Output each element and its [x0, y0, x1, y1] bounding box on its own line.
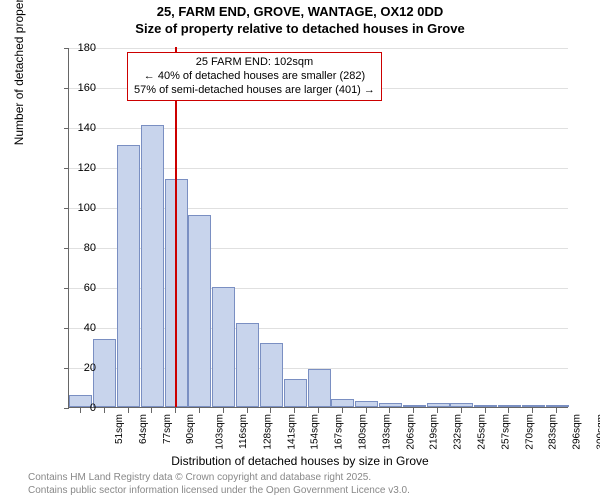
xtick-mark	[294, 408, 295, 413]
xtick-mark	[485, 408, 486, 413]
xtick-label: 309sqm	[596, 414, 600, 450]
ytick-label: 80	[66, 242, 96, 254]
ytick-label: 20	[66, 362, 96, 374]
ytick-label: 120	[66, 162, 96, 174]
chart-title-block: 25, FARM END, GROVE, WANTAGE, OX12 0DD S…	[0, 4, 600, 36]
histogram-bar	[522, 405, 545, 407]
footer-line1: Contains HM Land Registry data © Crown c…	[28, 472, 410, 485]
xtick-mark	[389, 408, 390, 413]
xtick-label: 154sqm	[310, 414, 321, 450]
xtick-label: 270sqm	[524, 414, 535, 450]
xtick-mark	[461, 408, 462, 413]
annotation-box: 25 FARM END: 102sqm← 40% of detached hou…	[127, 52, 382, 101]
xtick-label: 219sqm	[429, 414, 440, 450]
gridline	[69, 48, 568, 49]
xtick-mark	[508, 408, 509, 413]
ytick-label: 60	[66, 282, 96, 294]
histogram-bar	[498, 405, 521, 407]
histogram-bar	[236, 323, 259, 407]
xtick-mark	[175, 408, 176, 413]
xtick-mark	[437, 408, 438, 413]
xtick-label: 128sqm	[262, 414, 273, 450]
xtick-mark	[556, 408, 557, 413]
xtick-label: 141sqm	[286, 414, 297, 450]
ytick-label: 180	[66, 42, 96, 54]
xtick-mark	[247, 408, 248, 413]
xtick-label: 90sqm	[185, 414, 196, 444]
xtick-label: 64sqm	[138, 414, 149, 444]
y-axis-label: Number of detached properties	[12, 0, 26, 145]
xtick-mark	[151, 408, 152, 413]
histogram-bar	[212, 287, 235, 407]
histogram-chart: 25, FARM END, GROVE, WANTAGE, OX12 0DD S…	[0, 0, 600, 500]
xtick-mark	[80, 408, 81, 413]
xtick-mark	[199, 408, 200, 413]
xtick-mark	[318, 408, 319, 413]
histogram-bar	[93, 339, 116, 407]
xtick-mark	[270, 408, 271, 413]
xtick-mark	[104, 408, 105, 413]
histogram-bar	[141, 125, 164, 407]
xtick-label: 167sqm	[334, 414, 345, 450]
histogram-bar	[379, 403, 402, 407]
ytick-label: 0	[66, 402, 96, 414]
xtick-label: 103sqm	[215, 414, 226, 450]
chart-footer: Contains HM Land Registry data © Crown c…	[28, 472, 410, 497]
histogram-bar	[331, 399, 354, 407]
plot-area: 25 FARM END: 102sqm← 40% of detached hou…	[68, 48, 568, 408]
footer-line2: Contains public sector information licen…	[28, 485, 410, 498]
histogram-bar	[474, 405, 497, 407]
histogram-bar	[546, 405, 569, 407]
annotation-line2: ← 40% of detached houses are smaller (28…	[134, 70, 375, 84]
x-axis-label: Distribution of detached houses by size …	[0, 454, 600, 468]
ytick-label: 140	[66, 122, 96, 134]
xtick-label: 257sqm	[500, 414, 511, 450]
xtick-label: 51sqm	[114, 414, 125, 444]
histogram-bar	[450, 403, 473, 407]
histogram-bar	[188, 215, 211, 407]
xtick-mark	[342, 408, 343, 413]
ytick-label: 100	[66, 202, 96, 214]
xtick-label: 180sqm	[358, 414, 369, 450]
xtick-mark	[128, 408, 129, 413]
xtick-label: 283sqm	[548, 414, 559, 450]
ytick-label: 40	[66, 322, 96, 334]
xtick-label: 193sqm	[381, 414, 392, 450]
xtick-label: 296sqm	[572, 414, 583, 450]
xtick-label: 232sqm	[453, 414, 464, 450]
annotation-line1: 25 FARM END: 102sqm	[134, 56, 375, 70]
histogram-bar	[403, 405, 426, 407]
xtick-mark	[532, 408, 533, 413]
xtick-label: 206sqm	[405, 414, 416, 450]
histogram-bar	[284, 379, 307, 407]
xtick-mark	[223, 408, 224, 413]
chart-title-line1: 25, FARM END, GROVE, WANTAGE, OX12 0DD	[0, 4, 600, 19]
histogram-bar	[308, 369, 331, 407]
annotation-line3: 57% of semi-detached houses are larger (…	[134, 84, 375, 98]
chart-title-line2: Size of property relative to detached ho…	[0, 21, 600, 36]
histogram-bar	[355, 401, 378, 407]
histogram-bar	[117, 145, 140, 407]
xtick-label: 245sqm	[477, 414, 488, 450]
xtick-mark	[366, 408, 367, 413]
histogram-bar	[427, 403, 450, 407]
xtick-mark	[413, 408, 414, 413]
xtick-label: 77sqm	[162, 414, 173, 444]
xtick-label: 116sqm	[238, 414, 249, 449]
histogram-bar	[260, 343, 283, 407]
ytick-label: 160	[66, 82, 96, 94]
